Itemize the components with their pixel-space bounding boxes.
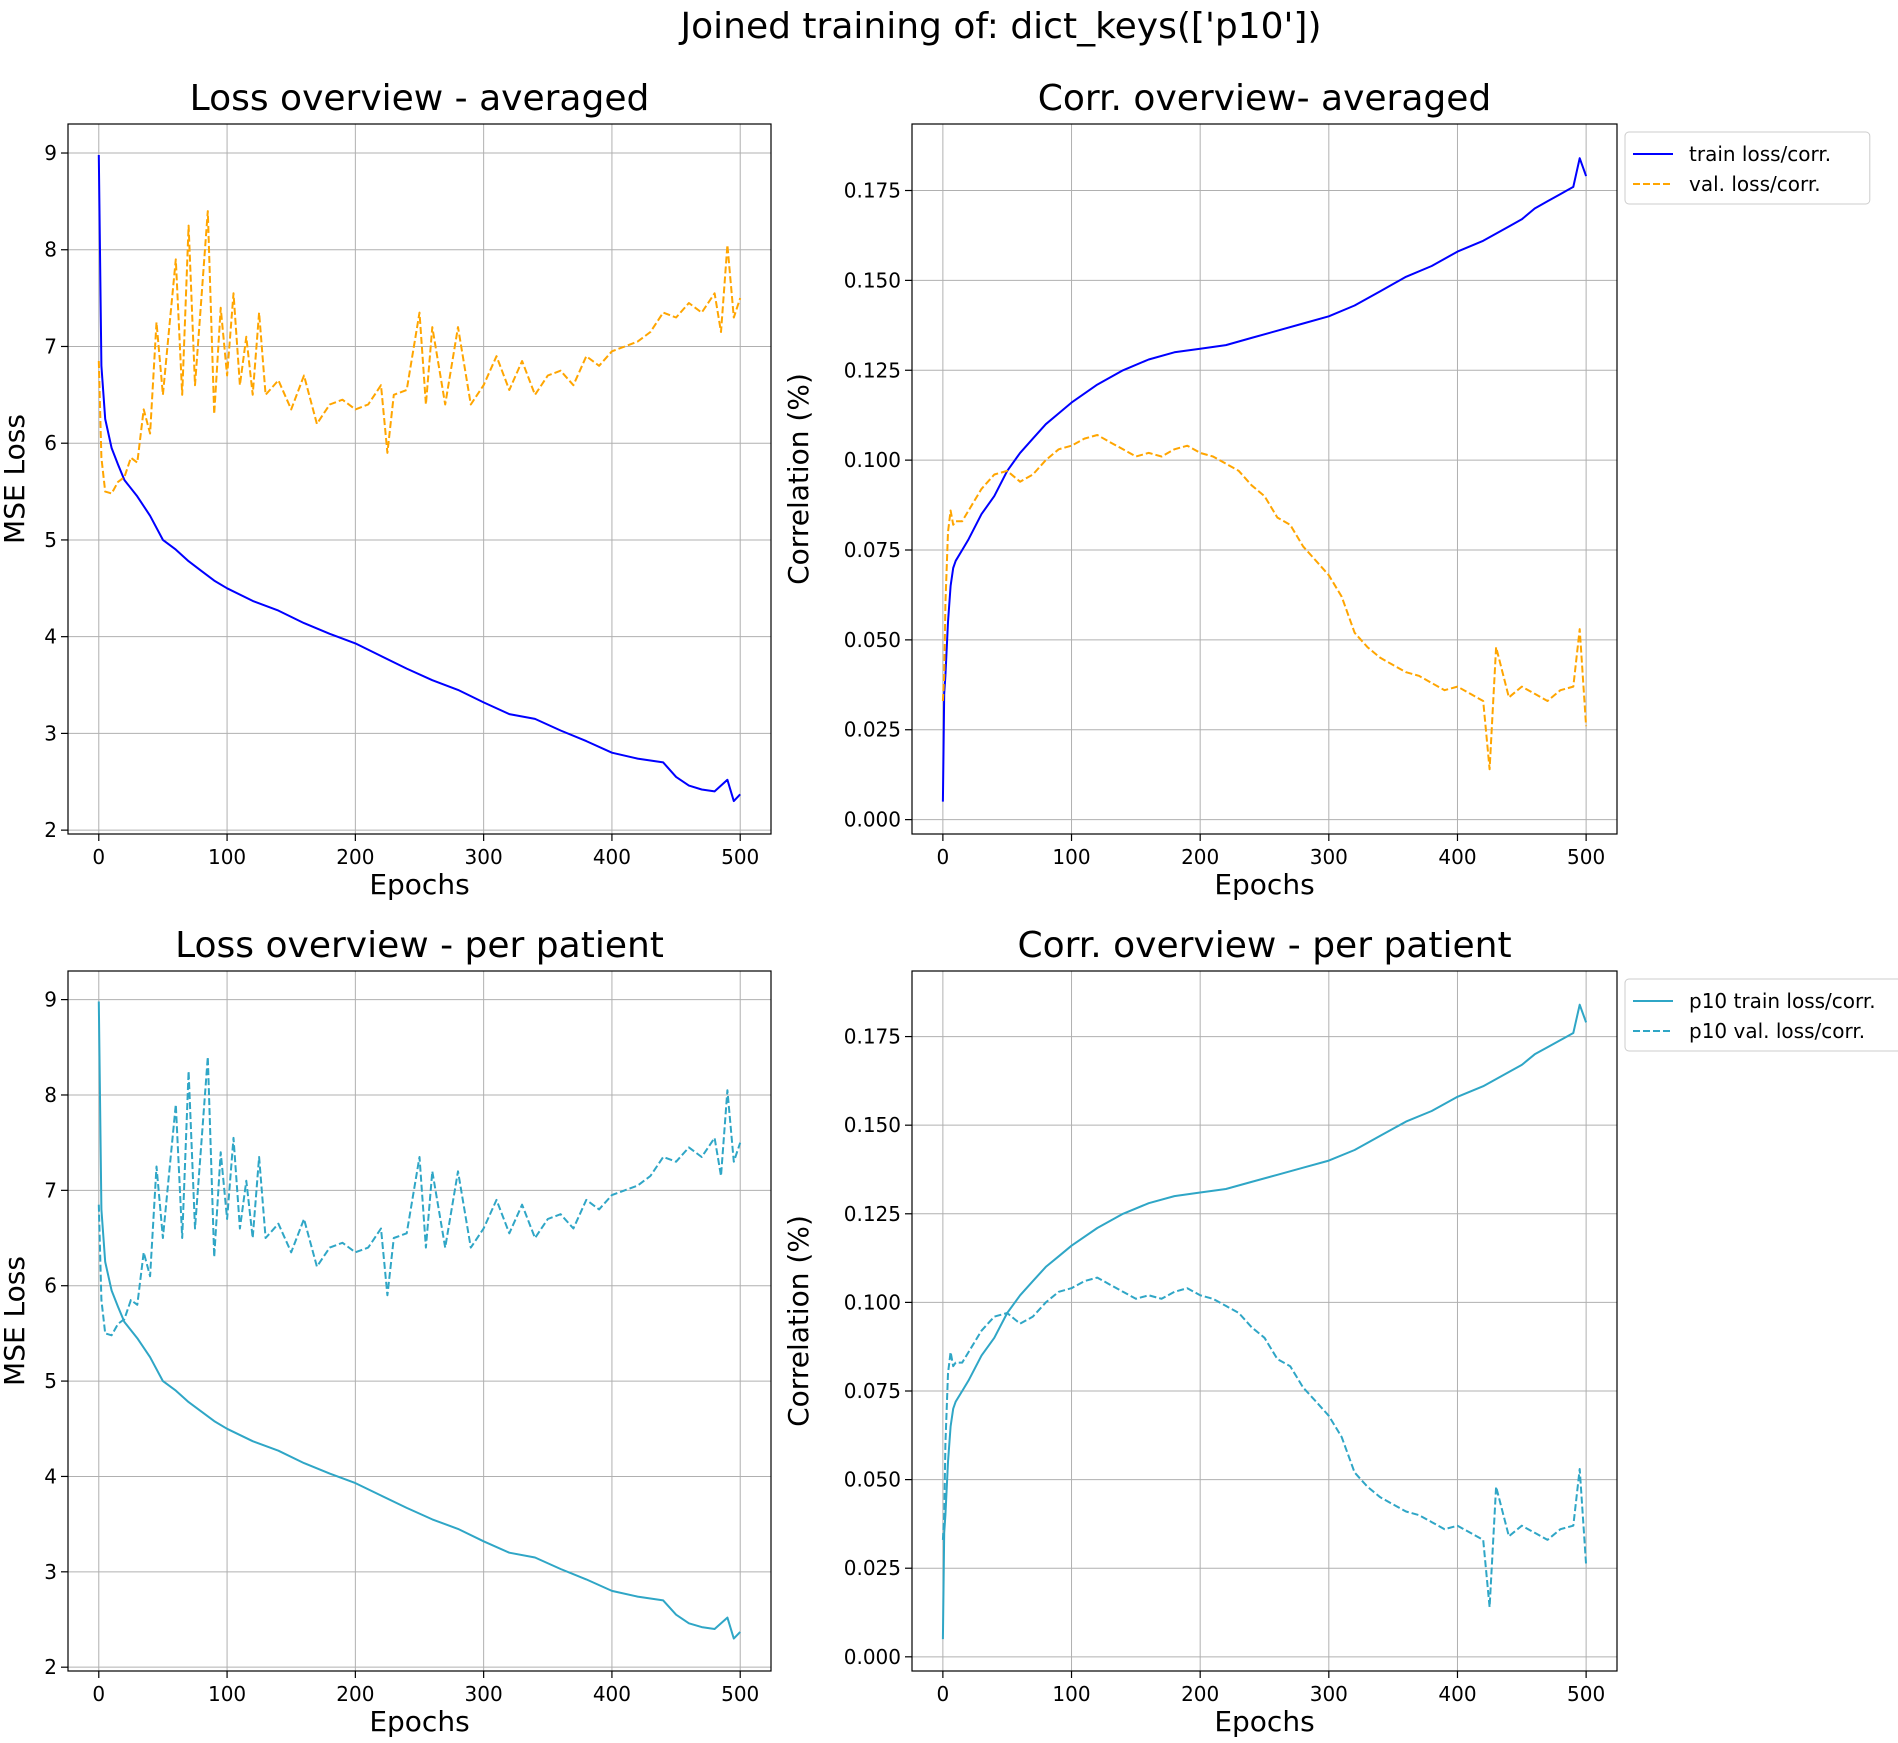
corr-averaged-xtick-label: 500 xyxy=(1567,845,1605,869)
corr-per-patient-axes-frame xyxy=(911,970,1618,1672)
loss-per-patient-ytick-label: 5 xyxy=(44,1369,57,1393)
loss-per-patient-xtick-label: 300 xyxy=(465,1682,503,1706)
corr-per-patient-train-series-line xyxy=(941,1003,1588,1640)
plot-corr-per-patient: Corr. overview - per patient Epochs Corr… xyxy=(782,925,1898,1738)
corr-averaged-ylabel: Correlation (%) xyxy=(782,373,815,585)
loss-per-patient-axes-frame xyxy=(67,970,772,1672)
corr-per-patient-ytick-label: 0.075 xyxy=(844,1379,901,1403)
corr-per-patient-xtick-label: 200 xyxy=(1181,1682,1219,1706)
corr-averaged-xtick-label: 100 xyxy=(1052,845,1090,869)
plot-loss-per-patient: Loss overview - per patient Epochs MSE L… xyxy=(0,925,772,1738)
corr-averaged-axes-frame xyxy=(911,123,1618,835)
loss-per-patient-title: Loss overview - per patient xyxy=(175,925,664,966)
loss-averaged-ytick-label: 3 xyxy=(44,721,57,745)
corr-per-patient-xtick-label: 0 xyxy=(937,1682,950,1706)
loss-per-patient-xtick-label: 0 xyxy=(92,1682,105,1706)
corr-averaged-ytick-label: 0.125 xyxy=(844,358,901,382)
corr-averaged-ytick-label: 0.000 xyxy=(844,808,901,832)
loss-per-patient-xtick-label: 400 xyxy=(593,1682,631,1706)
loss-per-patient-xtick-label: 100 xyxy=(208,1682,246,1706)
corr-per-patient-ylabel: Correlation (%) xyxy=(782,1215,815,1427)
loss-per-patient-ytick-label: 7 xyxy=(44,1178,57,1202)
loss-averaged-train-series-line xyxy=(97,154,741,803)
corr-averaged-legend-box xyxy=(1624,131,1871,205)
corr-averaged-val-series-line xyxy=(941,434,1588,771)
corr-per-patient-legend-label: p10 val. loss/corr. xyxy=(1689,1019,1865,1043)
corr-per-patient-ytick-label: 0.050 xyxy=(844,1468,901,1492)
loss-averaged-ytick-label: 2 xyxy=(44,818,57,842)
loss-averaged-xtick-label: 200 xyxy=(336,845,374,869)
corr-averaged-xlabel: Epochs xyxy=(1214,868,1314,901)
loss-averaged-ylabel: MSE Loss xyxy=(0,414,31,544)
corr-per-patient-ytick-label: 0.025 xyxy=(844,1556,901,1580)
corr-averaged-legend-label: train loss/corr. xyxy=(1689,142,1831,166)
loss-averaged-xtick-label: 300 xyxy=(465,845,503,869)
corr-per-patient-legend-label: p10 train loss/corr. xyxy=(1689,989,1876,1013)
loss-per-patient-xtick-label: 200 xyxy=(336,1682,374,1706)
loss-per-patient-val-series-line xyxy=(97,1055,742,1337)
loss-averaged-xtick-label: 500 xyxy=(721,845,759,869)
corr-averaged-ytick-label: 0.075 xyxy=(844,538,901,562)
corr-averaged-xtick-label: 0 xyxy=(937,845,950,869)
corr-averaged-title: Corr. overview- averaged xyxy=(1038,78,1492,119)
corr-averaged-ytick-label: 0.100 xyxy=(844,448,901,472)
corr-averaged-ytick-label: 0.025 xyxy=(844,718,901,742)
corr-averaged-train-series-line xyxy=(941,157,1588,802)
loss-averaged-ytick-label: 5 xyxy=(44,528,57,552)
corr-averaged-legend-label: val. loss/corr. xyxy=(1689,172,1821,196)
corr-per-patient-xtick-label: 400 xyxy=(1438,1682,1476,1706)
corr-per-patient-xlabel: Epochs xyxy=(1214,1705,1314,1738)
loss-per-patient-xlabel: Epochs xyxy=(369,1705,469,1738)
corr-averaged-ytick-label: 0.050 xyxy=(844,628,901,652)
loss-per-patient-ytick-label: 2 xyxy=(44,1655,57,1679)
loss-per-patient-ytick-label: 4 xyxy=(44,1464,57,1488)
loss-per-patient-ytick-label: 3 xyxy=(44,1560,57,1584)
corr-averaged-ytick-label: 0.175 xyxy=(844,179,901,203)
loss-per-patient-ylabel: MSE Loss xyxy=(0,1256,31,1386)
loss-averaged-ytick-label: 7 xyxy=(44,334,57,358)
figure-suptitle: Joined training of: dict_keys(['p10']) xyxy=(679,6,1322,47)
loss-per-patient-xtick-label: 500 xyxy=(721,1682,759,1706)
loss-per-patient-ytick-label: 6 xyxy=(44,1274,57,1298)
corr-per-patient-title: Corr. overview - per patient xyxy=(1017,925,1511,966)
corr-per-patient-ytick-label: 0.150 xyxy=(844,1113,901,1137)
loss-averaged-xtick-label: 100 xyxy=(208,845,246,869)
plot-loss-averaged: Loss overview - averaged Epochs MSE Loss… xyxy=(0,78,772,901)
corr-per-patient-xtick-label: 500 xyxy=(1567,1682,1605,1706)
plot-corr-averaged: Corr. overview- averaged Epochs Correlat… xyxy=(782,78,1871,901)
corr-per-patient-ytick-label: 0.125 xyxy=(844,1202,901,1226)
corr-per-patient-xtick-label: 300 xyxy=(1310,1682,1348,1706)
corr-averaged-xtick-label: 300 xyxy=(1310,845,1348,869)
loss-per-patient-train-series-line xyxy=(97,1001,741,1640)
loss-per-patient-ytick-label: 9 xyxy=(44,988,57,1012)
corr-per-patient-ytick-label: 0.175 xyxy=(844,1025,901,1049)
loss-averaged-ytick-label: 8 xyxy=(44,238,57,262)
corr-averaged-xtick-label: 400 xyxy=(1438,845,1476,869)
corr-averaged-xtick-label: 200 xyxy=(1181,845,1219,869)
loss-averaged-xtick-label: 0 xyxy=(92,845,105,869)
corr-averaged-ytick-label: 0.150 xyxy=(844,268,901,292)
corr-per-patient-ytick-label: 0.100 xyxy=(844,1290,901,1314)
corr-per-patient-ytick-label: 0.000 xyxy=(844,1645,901,1669)
corr-per-patient-legend-box xyxy=(1624,978,1898,1052)
loss-averaged-ytick-label: 6 xyxy=(44,431,57,455)
loss-averaged-xtick-label: 400 xyxy=(593,845,631,869)
loss-per-patient-ytick-label: 8 xyxy=(44,1083,57,1107)
loss-averaged-axes-frame xyxy=(67,123,772,835)
loss-averaged-title: Loss overview - averaged xyxy=(190,78,650,119)
loss-averaged-ytick-label: 9 xyxy=(44,141,57,165)
loss-averaged-ytick-label: 4 xyxy=(44,625,57,649)
corr-per-patient-val-series-line xyxy=(941,1276,1588,1609)
loss-averaged-val-series-line xyxy=(97,210,742,495)
loss-averaged-xlabel: Epochs xyxy=(369,868,469,901)
corr-per-patient-xtick-label: 100 xyxy=(1052,1682,1090,1706)
